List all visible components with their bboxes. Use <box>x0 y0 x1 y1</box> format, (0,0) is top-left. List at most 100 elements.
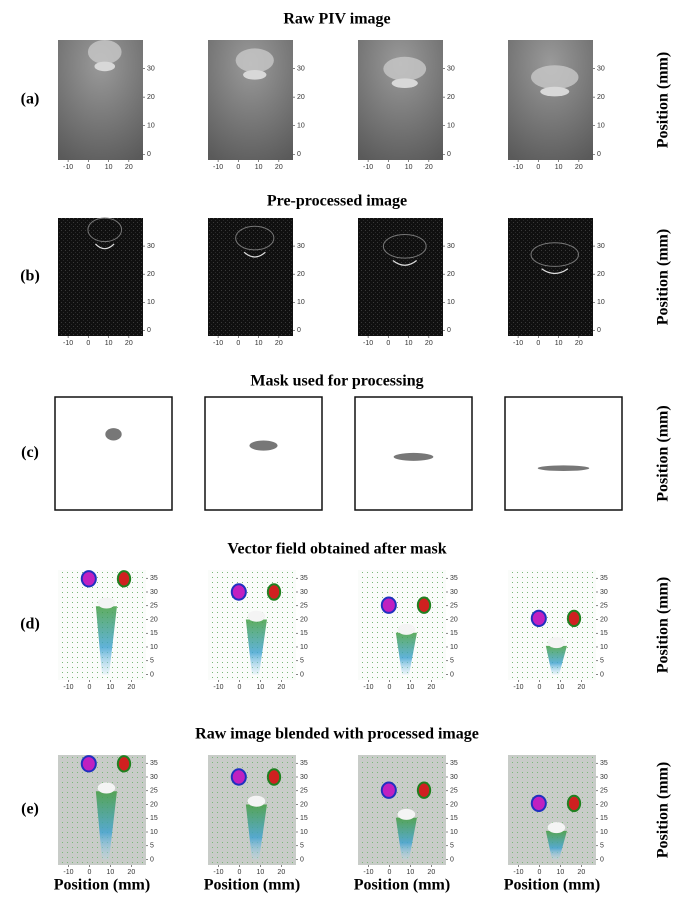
row-label: (a) <box>21 91 40 108</box>
x-tick-label: -10 <box>213 869 223 876</box>
mask-hole <box>548 822 566 833</box>
y-tick-label: 30 <box>597 65 605 72</box>
y-tick-label: 10 <box>147 299 155 306</box>
y-tick-label: 0 <box>600 856 604 863</box>
processed-image <box>358 218 443 336</box>
vortex-left <box>382 598 396 613</box>
y-tick-label: 0 <box>300 856 304 863</box>
vortex-cloud <box>88 40 122 64</box>
y-tick-label: 25 <box>300 603 308 610</box>
bottom-label: Position (mm) <box>504 877 600 894</box>
y-tick-label: 30 <box>297 65 305 72</box>
vortex-left <box>532 796 546 811</box>
y-tick-label: 0 <box>150 856 154 863</box>
x-tick-label: 0 <box>237 869 241 876</box>
x-tick-label: -10 <box>513 684 523 691</box>
piv-image <box>508 40 593 160</box>
x-tick-label: 10 <box>406 684 414 691</box>
y-tick-label: 0 <box>597 327 601 334</box>
x-tick-label: 10 <box>406 869 414 876</box>
y-tick-label: 0 <box>147 327 151 334</box>
row-label: (e) <box>21 801 39 818</box>
vortex-left <box>382 783 396 798</box>
vortex-right <box>568 611 580 626</box>
y-tick-label: 30 <box>300 774 308 781</box>
x-tick-label: -10 <box>363 684 373 691</box>
vortex-right <box>118 571 130 586</box>
y-tick-label: 30 <box>597 243 605 250</box>
y-tick-label: 10 <box>600 829 608 836</box>
y-tick-label: 10 <box>447 299 455 306</box>
y-tick-label: 20 <box>297 94 305 101</box>
y-tick-label: 10 <box>597 123 605 130</box>
y-tick-label: 10 <box>150 829 158 836</box>
y-tick-label: 25 <box>600 603 608 610</box>
figure: Raw PIV image(a)Position (mm)-1001020010… <box>0 0 675 902</box>
vortex-right <box>268 584 280 599</box>
mask-frame <box>205 397 322 510</box>
bubble <box>540 87 569 97</box>
mask-shape <box>538 465 589 471</box>
mask-shape <box>105 428 121 440</box>
x-tick-label: -10 <box>513 340 523 347</box>
x-tick-label: -10 <box>363 164 373 171</box>
mask-shape <box>394 453 434 461</box>
x-tick-label: 20 <box>425 340 433 347</box>
x-tick-label: -10 <box>213 164 223 171</box>
y-tick-label: 30 <box>147 65 155 72</box>
x-tick-label: 0 <box>386 340 390 347</box>
x-tick-label: 10 <box>255 340 263 347</box>
x-tick-label: 10 <box>105 164 113 171</box>
side-label: Position (mm) <box>655 577 672 673</box>
x-tick-label: 20 <box>427 869 435 876</box>
y-tick-label: 20 <box>147 94 155 101</box>
vortex-cloud <box>383 57 426 81</box>
y-tick-label: 25 <box>150 788 158 795</box>
side-label: Position (mm) <box>655 52 672 148</box>
x-tick-label: 20 <box>575 340 583 347</box>
y-tick-label: 5 <box>300 843 304 850</box>
y-tick-label: 15 <box>600 630 608 637</box>
row-title: Raw image blended with processed image <box>195 726 479 743</box>
y-tick-label: 30 <box>150 589 158 596</box>
y-tick-label: 30 <box>150 774 158 781</box>
x-tick-label: 20 <box>125 340 133 347</box>
x-tick-label: 10 <box>405 164 413 171</box>
bubble <box>392 78 418 88</box>
y-tick-label: 0 <box>147 151 151 158</box>
y-tick-label: 25 <box>150 603 158 610</box>
y-tick-label: 20 <box>447 94 455 101</box>
mask-shape <box>249 441 277 451</box>
y-tick-label: 30 <box>147 243 155 250</box>
y-tick-label: 20 <box>300 616 308 623</box>
mask-hole <box>98 598 116 609</box>
y-tick-label: 10 <box>147 123 155 130</box>
y-tick-label: 15 <box>150 630 158 637</box>
y-tick-label: 15 <box>300 630 308 637</box>
x-tick-label: 0 <box>537 869 541 876</box>
bottom-label: Position (mm) <box>354 877 450 894</box>
mask-hole <box>98 783 116 794</box>
y-tick-label: 20 <box>600 801 608 808</box>
y-tick-label: 10 <box>300 644 308 651</box>
y-tick-label: 20 <box>450 616 458 623</box>
y-tick-label: 10 <box>450 829 458 836</box>
y-tick-label: 30 <box>447 243 455 250</box>
x-tick-label: 20 <box>127 684 135 691</box>
x-tick-label: -10 <box>213 684 223 691</box>
bubble <box>94 62 115 72</box>
x-tick-label: 10 <box>405 340 413 347</box>
y-tick-label: 25 <box>450 603 458 610</box>
x-tick-label: 0 <box>87 869 91 876</box>
x-tick-label: 10 <box>256 684 264 691</box>
vortex-left <box>232 769 246 784</box>
y-tick-label: 30 <box>297 243 305 250</box>
x-tick-label: 10 <box>255 164 263 171</box>
x-tick-label: -10 <box>63 684 73 691</box>
y-tick-label: 30 <box>600 774 608 781</box>
y-tick-label: 5 <box>150 658 154 665</box>
x-tick-label: 0 <box>236 164 240 171</box>
x-tick-label: 20 <box>275 340 283 347</box>
y-tick-label: 25 <box>600 788 608 795</box>
y-tick-label: 5 <box>300 658 304 665</box>
